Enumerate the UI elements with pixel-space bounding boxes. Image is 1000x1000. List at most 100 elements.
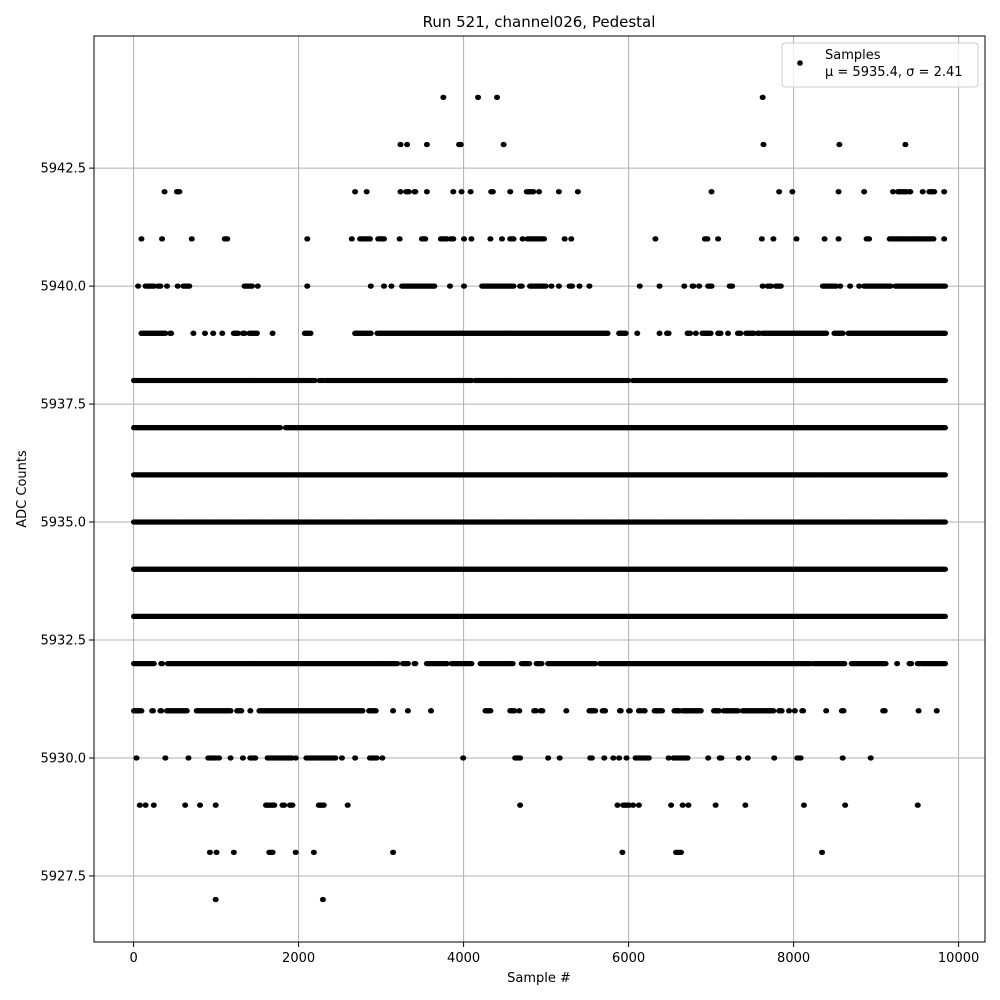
sample-point [768,283,774,289]
sample-point [381,236,387,242]
sample-point [225,236,231,242]
sample-point [488,236,494,242]
sample-point [202,330,208,336]
sample-point [794,236,800,242]
sample-point [556,283,562,289]
sample-point [162,189,168,195]
data-points [131,94,949,903]
sample-point [729,283,736,289]
sample-point [562,236,568,242]
sample-point [569,283,576,289]
sample-point [942,377,949,384]
sample-point [778,283,784,289]
sample-point [220,330,226,336]
sample-point [451,236,457,242]
sample-point [653,236,659,242]
sample-point [413,189,419,195]
sample-point [458,141,464,148]
sample-point [135,283,142,289]
sample-point [531,189,537,195]
sample-point [177,189,183,195]
sample-point [541,236,548,242]
sample-point [761,141,767,148]
sample-point [941,236,948,242]
sample-point [461,283,468,289]
sample-point [623,330,629,336]
sample-point [569,236,575,242]
sample-point [189,236,195,242]
sample-point [908,189,914,195]
sample-point [760,94,766,100]
sample-point [536,189,543,195]
chart-title: Run 521, channel026, Pedestal [423,13,656,31]
sample-point [349,236,355,242]
sample-point [211,330,217,336]
sample-point [705,236,711,242]
sample-point [682,283,688,289]
sample-point [475,94,482,100]
sample-point [824,330,830,336]
sample-point [441,94,447,100]
sample-point [776,189,783,195]
sample-point [381,283,387,289]
sample-point [840,330,846,336]
sample-point [888,283,894,289]
sample-point [941,189,948,195]
sample-point [709,283,715,289]
sample-point [398,189,404,195]
sample-point [635,330,641,336]
sample-point [543,283,549,289]
sample-point [511,283,517,289]
sample-point [708,330,714,336]
sample-point [508,189,514,195]
sample-point [942,425,949,431]
sample-point [447,283,453,289]
sample-point [389,283,395,289]
sample-point [836,189,842,195]
sample-point [657,330,663,336]
sample-point [404,141,411,148]
sample-point [759,236,765,242]
sample-point [866,236,873,242]
sample-point [277,425,284,431]
sample-point [932,189,938,195]
sample-point [691,283,697,289]
sample-point [577,283,583,289]
sample-point [822,236,828,242]
sample-point [771,236,777,242]
sample-point [942,330,949,336]
sample-point [468,189,474,195]
sample-point [575,189,581,195]
sample-point [424,141,430,148]
sample-point [666,330,672,336]
sample-point [715,236,722,242]
sample-point [605,330,611,336]
sample-point [255,283,261,289]
sample-point [857,283,863,289]
sample-point [175,283,181,289]
sample-point [693,330,699,336]
sample-point [718,330,724,336]
sample-point [424,189,430,195]
sample-point [459,189,465,195]
sample-point [709,189,715,195]
sample-point [903,141,909,148]
sample-point [490,189,496,195]
sample-point [469,236,475,242]
sample-point [920,189,926,195]
sample-point [519,283,525,289]
sample-point [163,330,169,336]
sample-point [461,236,468,242]
sample-point [451,189,457,195]
sample-point [168,330,175,336]
sample-point [158,283,164,289]
sample-point [725,330,732,336]
sample-point [308,330,314,336]
sample-point [164,283,171,289]
sample-point [305,236,311,242]
sample-point [368,330,374,336]
sample-point [406,189,412,195]
sample-point [352,189,359,195]
